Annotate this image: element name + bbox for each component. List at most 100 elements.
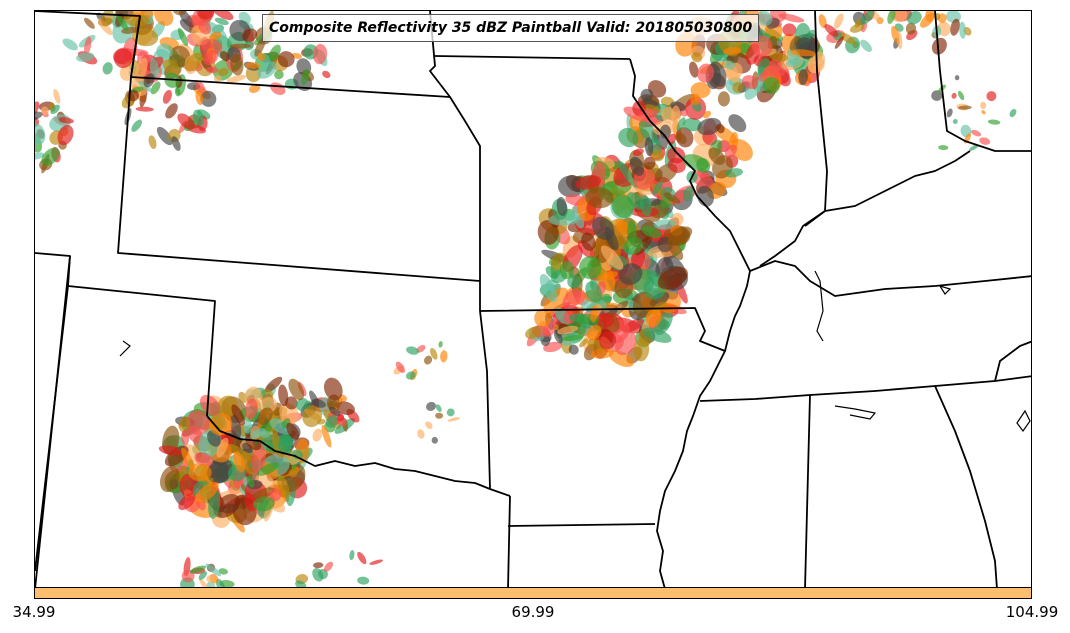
- reflectivity-blob: [171, 136, 181, 151]
- reflectivity-blob: [592, 216, 615, 241]
- reflectivity-blob: [609, 350, 634, 367]
- reflectivity-blob: [205, 563, 222, 577]
- reflectivity-blob: [165, 103, 178, 119]
- reflectivity-blob: [244, 398, 258, 420]
- reflectivity-blob: [257, 52, 266, 62]
- reflectivity-blob: [209, 412, 233, 436]
- reflectivity-blob: [424, 355, 433, 365]
- reflectivity-blob: [920, 12, 935, 28]
- reflectivity-blob: [682, 154, 709, 171]
- reflectivity-blob: [905, 22, 917, 35]
- reflectivity-blob: [252, 487, 275, 500]
- reflectivity-blob: [931, 90, 943, 101]
- reflectivity-blob: [716, 123, 725, 134]
- reflectivity-blob: [954, 75, 960, 81]
- reflectivity-blob: [206, 575, 215, 583]
- reflectivity-blob: [302, 405, 323, 428]
- reflectivity-blob: [697, 63, 715, 83]
- reflectivity-blob: [214, 17, 229, 26]
- reflectivity-blob: [671, 105, 681, 126]
- reflectivity-blob: [226, 74, 247, 83]
- reflectivity-blob: [986, 91, 997, 102]
- reflectivity-blob: [395, 361, 405, 374]
- reflectivity-blob: [906, 11, 922, 25]
- reflectivity-blob: [212, 11, 234, 21]
- reflectivity-blob: [644, 137, 654, 157]
- reflectivity-blob: [653, 219, 677, 230]
- reflectivity-blob: [288, 378, 305, 401]
- reflectivity-blob: [979, 137, 991, 145]
- reflectivity-blob: [312, 428, 323, 442]
- reflectivity-blob: [651, 149, 665, 162]
- reflectivity-blob: [723, 47, 742, 55]
- colorbar-tick-max: 104.99: [1005, 603, 1059, 621]
- reflectivity-blob: [568, 344, 579, 355]
- reflectivity-blob: [150, 81, 161, 95]
- reflectivity-blob: [277, 51, 295, 68]
- reflectivity-blob: [288, 469, 298, 478]
- reflectivity-blob: [728, 114, 747, 133]
- reflectivity-blob: [534, 308, 552, 328]
- reflectivity-blob: [702, 110, 712, 119]
- reflectivity-blob: [219, 51, 230, 62]
- reflectivity-blob: [76, 52, 95, 62]
- reflectivity-blob: [264, 376, 283, 393]
- reflectivity-blob: [537, 220, 559, 245]
- reflectivity-blob: [697, 117, 722, 136]
- reflectivity-blob: [425, 421, 433, 429]
- reflectivity-blob: [178, 493, 196, 511]
- reflectivity-blob: [206, 66, 219, 74]
- reflectivity-blob: [556, 196, 568, 216]
- reflectivity-blob: [132, 28, 159, 47]
- reflectivity-blob: [295, 397, 309, 411]
- reflectivity-blob: [301, 68, 310, 85]
- reflectivity-blob: [668, 226, 693, 244]
- reflectivity-blob: [690, 93, 701, 106]
- reflectivity-blob: [579, 256, 602, 280]
- reflectivity-blob: [824, 24, 839, 38]
- reflectivity-blob: [194, 481, 219, 504]
- state-borders: [35, 11, 1031, 587]
- reflectivity-blob: [213, 75, 222, 83]
- lakes: [119, 270, 1031, 433]
- reflectivity-blob: [242, 28, 258, 43]
- reflectivity-blob: [440, 350, 448, 363]
- reflectivity-blob: [860, 11, 875, 25]
- reflectivity-blob: [559, 260, 574, 280]
- reflectivity-blob: [406, 346, 419, 355]
- reflectivity-blob: [417, 429, 425, 439]
- reflectivity-blob: [227, 443, 253, 461]
- reflectivity-blob: [131, 119, 143, 132]
- reflectivity-blob: [632, 148, 644, 156]
- reflectivity-blob: [189, 565, 206, 574]
- reflectivity-blob: [203, 49, 219, 66]
- reflectivity-blob: [285, 396, 298, 410]
- reflectivity-blob: [691, 52, 703, 63]
- reflectivity-blob: [243, 419, 252, 434]
- reflectivity-blob: [40, 106, 49, 115]
- reflectivity-blob: [50, 104, 60, 115]
- reflectivity-blob: [667, 238, 684, 261]
- reflectivity-blob: [981, 110, 986, 115]
- reflectivity-blob: [643, 156, 656, 170]
- reflectivity-blob: [35, 123, 46, 145]
- reflectivity-blob: [446, 408, 455, 417]
- reflectivity-blob: [113, 48, 133, 69]
- reflectivity-blob: [322, 70, 331, 79]
- reflectivity-blobs: [35, 11, 1017, 587]
- reflectivity-blob: [162, 89, 172, 104]
- reflectivity-blob: [198, 20, 212, 35]
- reflectivity-blob: [724, 60, 735, 70]
- reflectivity-blob: [291, 52, 302, 59]
- reflectivity-blob: [958, 105, 972, 110]
- reflectivity-blob: [349, 550, 355, 561]
- reflectivity-blob: [623, 237, 643, 255]
- reflectivity-blob: [248, 84, 261, 94]
- reflectivity-blob: [278, 384, 289, 407]
- reflectivity-blob: [53, 88, 61, 104]
- reflectivity-blob: [629, 156, 645, 176]
- reflectivity-blob: [708, 61, 727, 87]
- reflectivity-blob: [525, 326, 541, 340]
- reflectivity-blob: [591, 347, 614, 359]
- reflectivity-blob: [818, 14, 827, 29]
